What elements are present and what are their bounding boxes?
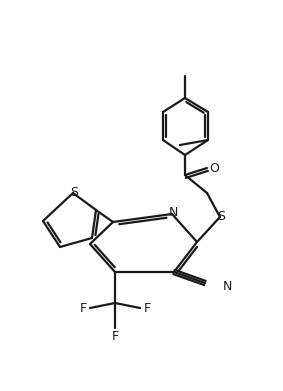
Text: F: F (143, 301, 151, 314)
Text: N: N (222, 280, 232, 294)
Text: F: F (80, 301, 87, 314)
Text: S: S (217, 210, 225, 222)
Text: N: N (168, 206, 178, 219)
Text: O: O (209, 161, 219, 174)
Text: S: S (70, 187, 78, 199)
Text: F: F (112, 330, 119, 343)
